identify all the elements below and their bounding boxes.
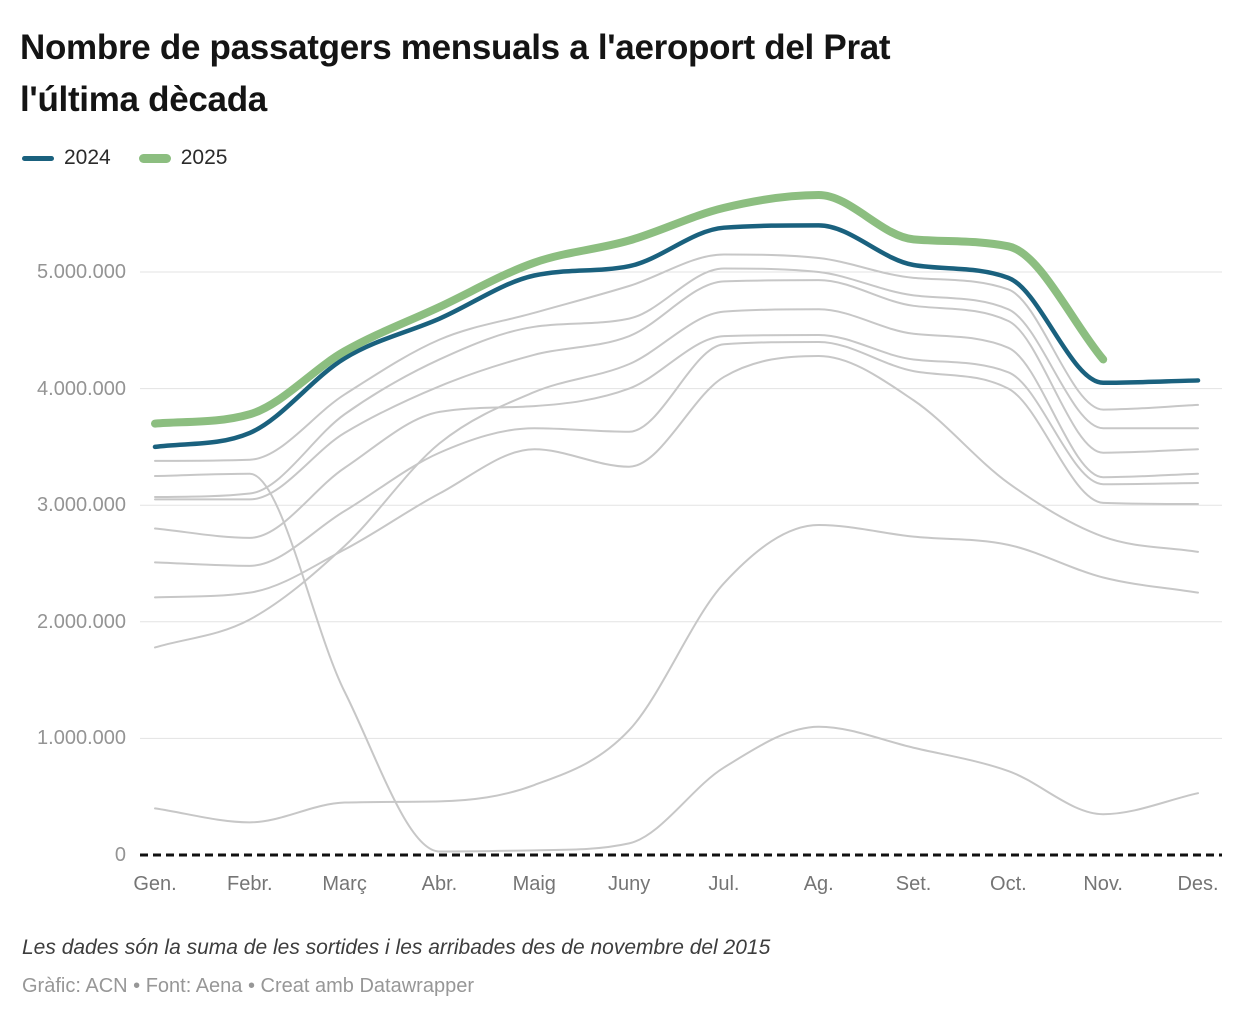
page-title: Nombre de passatgers mensuals a l'aeropo… — [20, 22, 1180, 126]
y-tick-label-5.000.000: 5.000.000 — [37, 261, 126, 283]
x-tick-label-Nov: Nov. — [1083, 873, 1123, 895]
series-line-2023 — [154, 279, 1199, 501]
footer-credits: Gràfic: ACN • Font: Aena • Creat amb Dat… — [22, 975, 474, 997]
series-line-2018 — [154, 267, 1199, 499]
x-tick-label-Jul: Jul. — [708, 873, 740, 895]
x-tick-label-Set: Set. — [895, 873, 932, 895]
series-line-2019 — [154, 253, 1199, 462]
legend-item-2025: 2025 — [138, 146, 228, 170]
x-tick-label-Ag: Ag. — [803, 873, 834, 895]
x-tick-label-Març: Març — [322, 873, 367, 895]
line-chart-canvas — [140, 191, 1222, 857]
series-line-2025 — [151, 191, 1108, 428]
x-tick-label-Gen: Gen. — [133, 873, 177, 895]
series-line-2015 — [154, 354, 1199, 599]
y-tick-label-2.000.000: 2.000.000 — [37, 610, 126, 633]
footer-note: Les dades són la suma de les sortides i … — [22, 936, 771, 959]
y-tick-label-1.000.000: 1.000.000 — [37, 727, 126, 750]
y-tick-label-3.000.000: 3.000.000 — [37, 494, 126, 517]
page-title-line-1: Nombre de passatgers mensuals a l'aeropo… — [20, 28, 891, 67]
legend-item-2024: 2024 — [22, 146, 111, 170]
page-title-line-2: l'última dècada — [20, 80, 267, 119]
y-tick-label-0: 0 — [114, 844, 126, 866]
legend-label-2024: 2024 — [64, 146, 111, 169]
line-swatch-2025-icon — [138, 153, 171, 163]
series-line-2022 — [154, 308, 1199, 649]
x-tick-label-Abr: Abr. — [421, 873, 458, 895]
x-tick-label-Juny: Juny — [607, 873, 651, 895]
legend-label-2025: 2025 — [180, 146, 228, 169]
y-tick-label-4.000.000: 4.000.000 — [37, 377, 126, 400]
x-tick-label-Oct: Oct. — [990, 873, 1027, 895]
x-tick-label-Febr: Febr. — [227, 873, 273, 895]
series-line-2020 — [154, 472, 1199, 853]
series-line-2024 — [152, 223, 1201, 450]
x-tick-label-Des: Des. — [1177, 873, 1219, 895]
series-line-2017 — [154, 333, 1199, 539]
series-line-2016 — [154, 340, 1199, 567]
x-tick-label-Maig: Maig — [512, 873, 556, 895]
series-line-2021 — [154, 524, 1199, 824]
line-swatch-2024-icon — [22, 155, 54, 161]
legend: 2024 2025 — [22, 146, 227, 170]
